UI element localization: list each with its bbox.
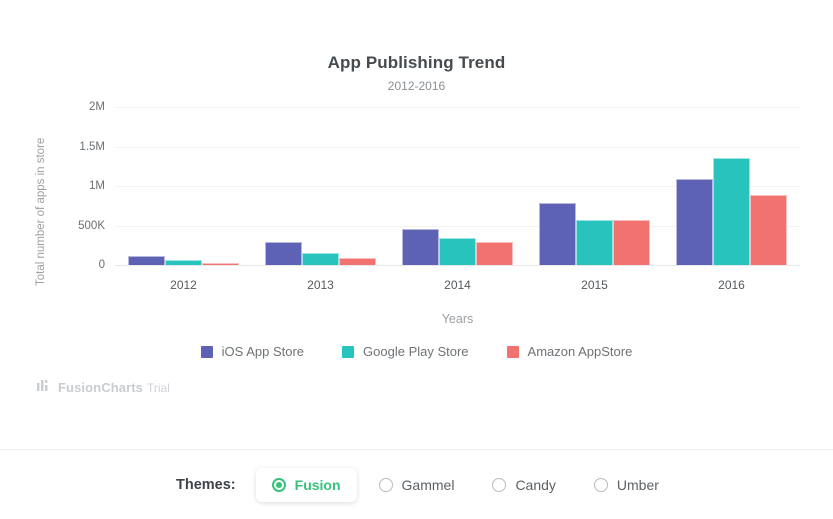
chart-card: App Publishing Trend 2012-2016 Total num…: [0, 53, 833, 450]
chart-title: App Publishing Trend: [327, 53, 506, 72]
theme-option-gammel[interactable]: Gammel: [363, 468, 471, 502]
legend-swatch-icon: [200, 345, 213, 358]
legend-swatch-icon: [506, 345, 519, 358]
y-axis-tick: 1M: [89, 180, 105, 192]
radio-icon[interactable]: [593, 477, 608, 492]
radio-icon[interactable]: [271, 477, 286, 492]
bar[interactable]: [302, 253, 339, 265]
watermark: FusionCharts Trial: [36, 378, 170, 397]
radio-icon[interactable]: [492, 477, 507, 492]
radio-icon[interactable]: [378, 477, 393, 492]
bar[interactable]: [676, 179, 713, 265]
legend-swatch-icon: [342, 345, 355, 358]
gridline: [115, 186, 800, 187]
bar[interactable]: [476, 242, 513, 265]
legend-item[interactable]: Amazon AppStore: [506, 344, 633, 359]
bar[interactable]: [165, 259, 202, 265]
theme-options: Fusion Gammel Candy Umber: [255, 467, 681, 502]
themes-label: Themes:: [176, 476, 236, 493]
bar[interactable]: [750, 195, 787, 265]
bar[interactable]: [128, 255, 165, 265]
bar[interactable]: [265, 242, 302, 265]
bar[interactable]: [713, 157, 750, 265]
theme-option-fusion[interactable]: Fusion: [255, 467, 357, 502]
chart-subtitle: 2012-2016: [387, 79, 446, 93]
chart-legend: iOS App Store Google Play Store Amazon App…: [0, 344, 833, 359]
theme-option-label: Gammel: [401, 476, 455, 493]
theme-option-label: Candy: [515, 476, 556, 493]
theme-option-umber[interactable]: Umber: [578, 468, 675, 502]
legend-item[interactable]: Google Play Store: [342, 344, 469, 359]
y-axis-tick: 500K: [78, 219, 105, 232]
x-axis-tick: 2014: [444, 278, 471, 292]
watermark-trial-badge: Trial: [146, 380, 170, 395]
theme-option-label: Umber: [616, 476, 659, 493]
theme-selector-bar: Themes: Fusion Gammel Candy Umber: [0, 450, 833, 519]
bar[interactable]: [339, 257, 376, 265]
legend-label: Google Play Store: [363, 344, 469, 359]
bar[interactable]: [539, 203, 576, 265]
x-axis-tick: 2012: [170, 278, 197, 292]
y-axis-tick: 2M: [89, 101, 105, 113]
bar[interactable]: [576, 220, 613, 265]
bar[interactable]: [402, 229, 439, 265]
theme-option-label: Fusion: [294, 476, 341, 493]
bar[interactable]: [202, 263, 239, 265]
theme-option-candy[interactable]: Candy: [476, 468, 571, 502]
x-axis-label: Years: [441, 312, 474, 326]
y-axis-tick: 0: [98, 259, 105, 271]
x-axis-line: [115, 265, 800, 266]
x-axis-tick: 2013: [307, 278, 334, 292]
legend-label: iOS App Store: [221, 344, 305, 359]
y-axis-tick: 1.5M: [79, 140, 105, 153]
gridline: [115, 225, 800, 227]
legend-label: Amazon AppStore: [527, 344, 633, 359]
bar-chart-icon: [36, 378, 50, 397]
bar[interactable]: [439, 238, 476, 265]
plot-area: 0 500K 1M 1.5M 2M: [78, 101, 800, 271]
gridline: [115, 107, 800, 108]
bar[interactable]: [613, 220, 650, 265]
legend-item[interactable]: iOS App Store: [200, 344, 305, 359]
watermark-name: FusionCharts: [58, 380, 143, 395]
gridline: [115, 146, 800, 148]
y-axis-label: Total number of apps in store: [35, 137, 47, 287]
x-axis-tick: 2015: [581, 278, 608, 292]
x-axis-tick: 2016: [718, 278, 745, 292]
